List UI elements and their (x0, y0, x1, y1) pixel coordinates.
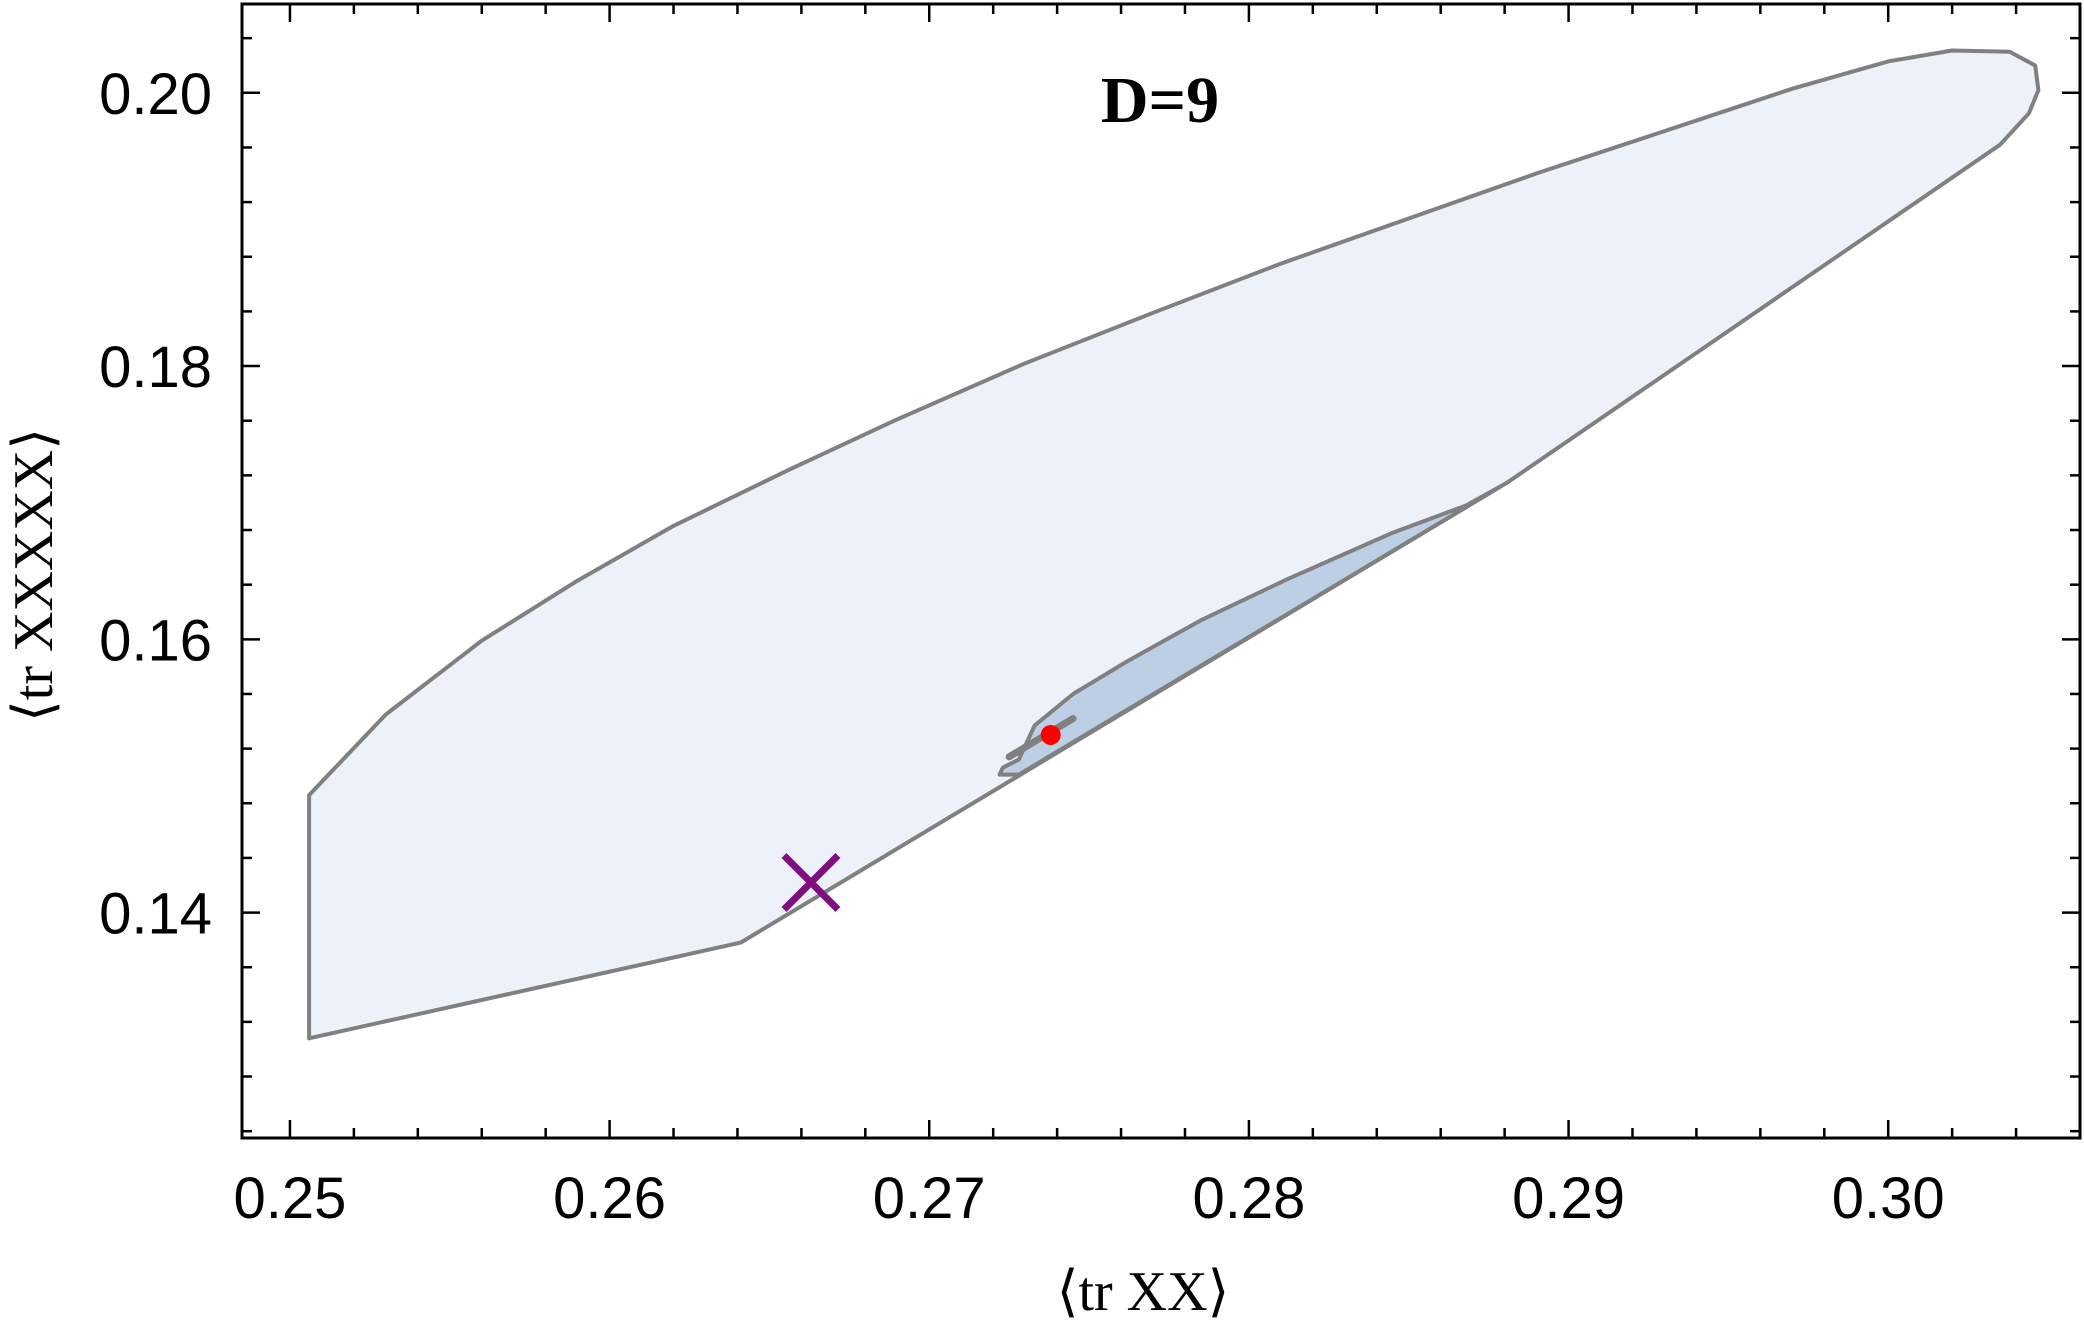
x-axis-label: ⟨tr XX⟩ (1057, 1261, 1230, 1323)
x-tick-label: 0.26 (553, 1166, 666, 1231)
inner-region (997, 480, 1510, 777)
x-tick-label: 0.29 (1512, 1166, 1625, 1231)
x-tick-label: 0.25 (234, 1166, 347, 1231)
y-tick-label: 0.18 (99, 335, 212, 400)
y-tick-label: 0.16 (99, 608, 212, 673)
x-tick-label: 0.30 (1832, 1166, 1945, 1231)
x-tick-label: 0.27 (873, 1166, 986, 1231)
y-axis-label: ⟨tr XXXXX⟩ (3, 428, 65, 722)
plot-frame (240, 2, 2082, 1140)
outer-region (307, 48, 2041, 1041)
plot-area (307, 48, 2041, 1041)
y-tick-label: 0.14 (99, 882, 212, 947)
tick-labels: 0.25 0.26 0.27 0.28 0.29 0.30 0.14 0.16 0.18 0.20 (99, 62, 1945, 1231)
x-tick-label: 0.28 (1192, 1166, 1305, 1231)
axis-ticks (242, 4, 2080, 1138)
axes-frame (240, 2, 2082, 1140)
red-point-marker (1040, 724, 1061, 745)
chart-title: D=9 (1101, 64, 1219, 137)
purple-cross-marker (781, 853, 841, 912)
y-tick-label: 0.20 (99, 62, 212, 127)
